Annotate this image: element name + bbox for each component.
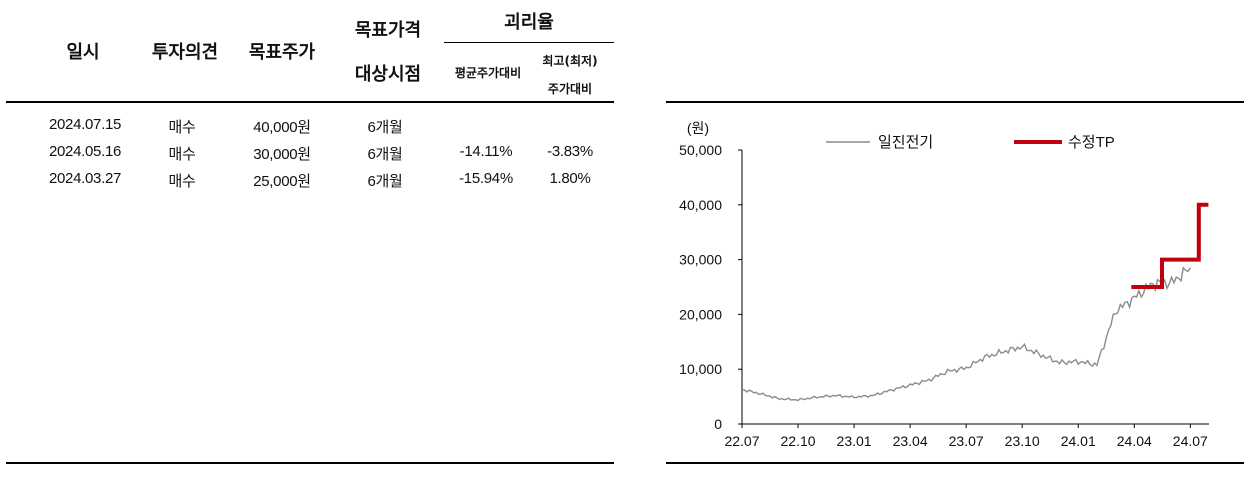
x-tick-label: 24.07 xyxy=(1173,433,1208,449)
y-tick-label: 10,000 xyxy=(679,361,722,377)
row2-gap-avg: -14.11% xyxy=(459,143,513,160)
x-tick-label: 23.01 xyxy=(837,433,872,449)
y-tick-label: 20,000 xyxy=(679,306,722,322)
series-line-price xyxy=(741,266,1191,402)
row2-basis: 6개월 xyxy=(367,146,403,163)
row3-target: 25,000원 xyxy=(253,173,311,190)
row3-basis: 6개월 xyxy=(367,173,403,190)
row1-date: 2024.07.15 xyxy=(48,116,122,133)
x-tick-label: 24.01 xyxy=(1061,433,1096,449)
row3-gap-avg: -15.94% xyxy=(459,170,513,187)
header-gap: 괴리율 xyxy=(504,12,554,33)
header-target-basis-1: 목표가격 xyxy=(354,20,422,41)
table-bottom-rule xyxy=(6,462,614,464)
x-tick-label: 23.07 xyxy=(949,433,984,449)
header-gap-extreme-2: 주가대비 xyxy=(547,82,593,96)
row2-opinion: 매수 xyxy=(168,146,196,163)
y-tick-label: 40,000 xyxy=(679,197,722,213)
y-axis-unit-label: (원) xyxy=(687,120,709,136)
x-tick-label: 22.07 xyxy=(724,433,759,449)
row1-basis: 6개월 xyxy=(367,119,403,136)
y-tick-label: 50,000 xyxy=(679,142,722,158)
row3-date: 2024.03.27 xyxy=(48,170,122,187)
y-tick-label: 0 xyxy=(714,416,722,432)
x-tick-label: 23.10 xyxy=(1005,433,1040,449)
row2-target: 30,000원 xyxy=(253,146,311,163)
chart-bottom-rule xyxy=(666,462,1244,464)
row1-target: 40,000원 xyxy=(253,119,311,136)
x-tick-label: 24.04 xyxy=(1117,433,1152,449)
table-header-rule xyxy=(6,101,614,103)
gap-header-divider xyxy=(444,42,614,43)
header-target-price: 목표주가 xyxy=(248,42,316,63)
series-line-target-price xyxy=(1131,202,1209,289)
x-tick-label: 22.10 xyxy=(781,433,816,449)
header-date: 일시 xyxy=(66,42,100,63)
header-target-basis-2: 대상시점 xyxy=(354,64,422,85)
row2-date: 2024.05.16 xyxy=(48,143,122,160)
row2-gap-extreme: -3.83% xyxy=(547,143,593,160)
chart-top-rule xyxy=(666,101,1244,103)
row3-gap-extreme: 1.80% xyxy=(549,170,591,187)
row3-opinion: 매수 xyxy=(168,173,196,190)
y-tick-label: 30,000 xyxy=(679,252,722,268)
stock-price-chart: 0 10,000 20,000 30,000 40,000 50,000 (원) 22.07 2… xyxy=(679,120,1209,449)
header-gap-extreme-1: 최고(최저) xyxy=(542,54,598,68)
row1-opinion: 매수 xyxy=(168,119,196,136)
legend-label-target-price: 수정TP xyxy=(1068,134,1115,151)
header-opinion: 투자의견 xyxy=(151,42,219,63)
legend-label-price: 일진전기 xyxy=(878,134,933,151)
x-tick-label: 23.04 xyxy=(893,433,928,449)
header-gap-avg: 평균주가대비 xyxy=(454,66,522,80)
